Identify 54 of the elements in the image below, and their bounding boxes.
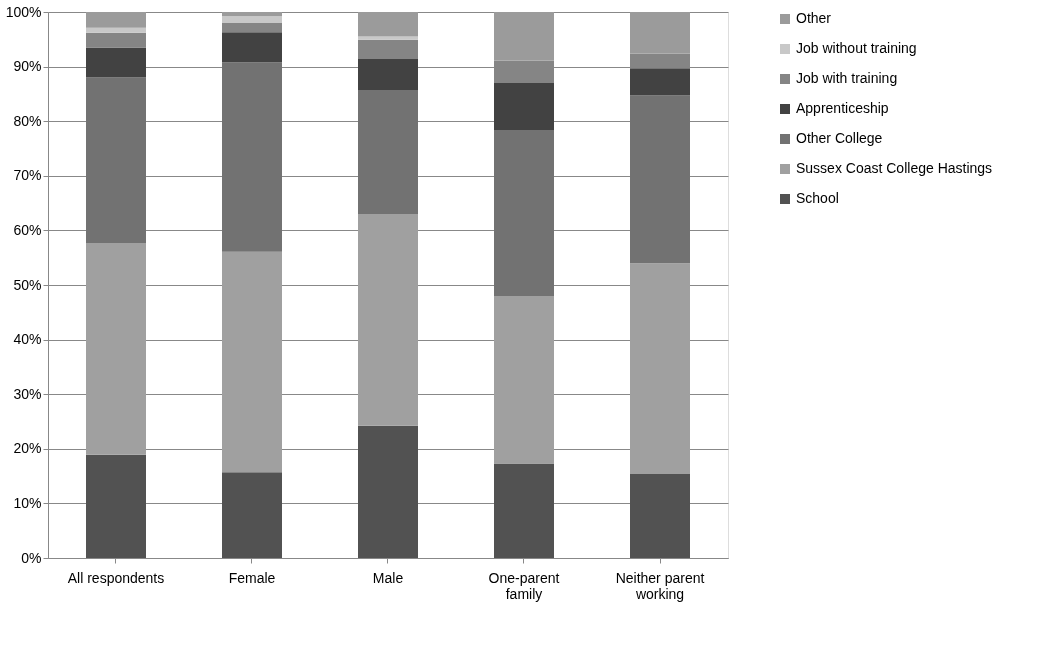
bar xyxy=(630,68,690,96)
bar xyxy=(358,12,418,37)
x-tick-label: Male xyxy=(372,569,404,586)
legend-label: Other xyxy=(796,10,832,26)
bar xyxy=(494,12,554,61)
bar xyxy=(222,16,282,23)
bar xyxy=(358,58,418,91)
x-tick-label: Female xyxy=(228,569,276,586)
bar xyxy=(222,22,282,33)
bar xyxy=(86,27,146,33)
y-tick-label: 50% xyxy=(13,276,42,293)
bar xyxy=(630,263,690,474)
bar xyxy=(86,12,146,28)
y-tick-label: 10% xyxy=(13,494,42,511)
bar xyxy=(494,295,554,464)
bar xyxy=(86,32,146,48)
legend-label: Apprenticeship xyxy=(796,100,889,116)
y-tick-label: 30% xyxy=(13,385,42,402)
legend-label: Sussex Coast College Hastings xyxy=(796,160,993,176)
bar xyxy=(358,214,418,426)
bar xyxy=(630,473,690,558)
y-tick-label: 100% xyxy=(5,3,42,20)
y-tick-label: 0% xyxy=(21,549,42,566)
bar xyxy=(494,82,554,130)
bar xyxy=(358,90,418,215)
legend-label: Job without training xyxy=(796,40,917,56)
bar xyxy=(222,12,282,17)
y-tick-label: 80% xyxy=(13,112,42,129)
bar xyxy=(222,32,282,63)
bar xyxy=(222,62,282,252)
bar xyxy=(358,425,418,558)
x-tick-label: All respondents xyxy=(67,569,165,586)
y-tick-label: 60% xyxy=(13,221,42,238)
bar xyxy=(86,47,146,78)
legend-label: Other College xyxy=(796,130,883,146)
legend-label: Job with training xyxy=(796,70,898,86)
bar xyxy=(630,95,690,264)
x-tick-label: Neither parent working xyxy=(615,569,705,602)
bar xyxy=(358,39,418,59)
bar xyxy=(494,129,554,296)
bar xyxy=(86,77,146,244)
bar xyxy=(358,36,418,40)
bar xyxy=(86,243,146,455)
bar xyxy=(630,12,690,54)
x-tick-label: One-parent family xyxy=(488,569,560,602)
y-tick-label: 90% xyxy=(13,58,42,75)
legend-label: School xyxy=(796,190,839,206)
y-tick-label: 40% xyxy=(13,331,42,348)
bar xyxy=(86,454,146,558)
bar xyxy=(494,463,554,558)
bar xyxy=(222,472,282,558)
bar xyxy=(222,251,282,473)
y-tick-label: 20% xyxy=(13,440,42,457)
y-tick-label: 70% xyxy=(13,167,42,184)
